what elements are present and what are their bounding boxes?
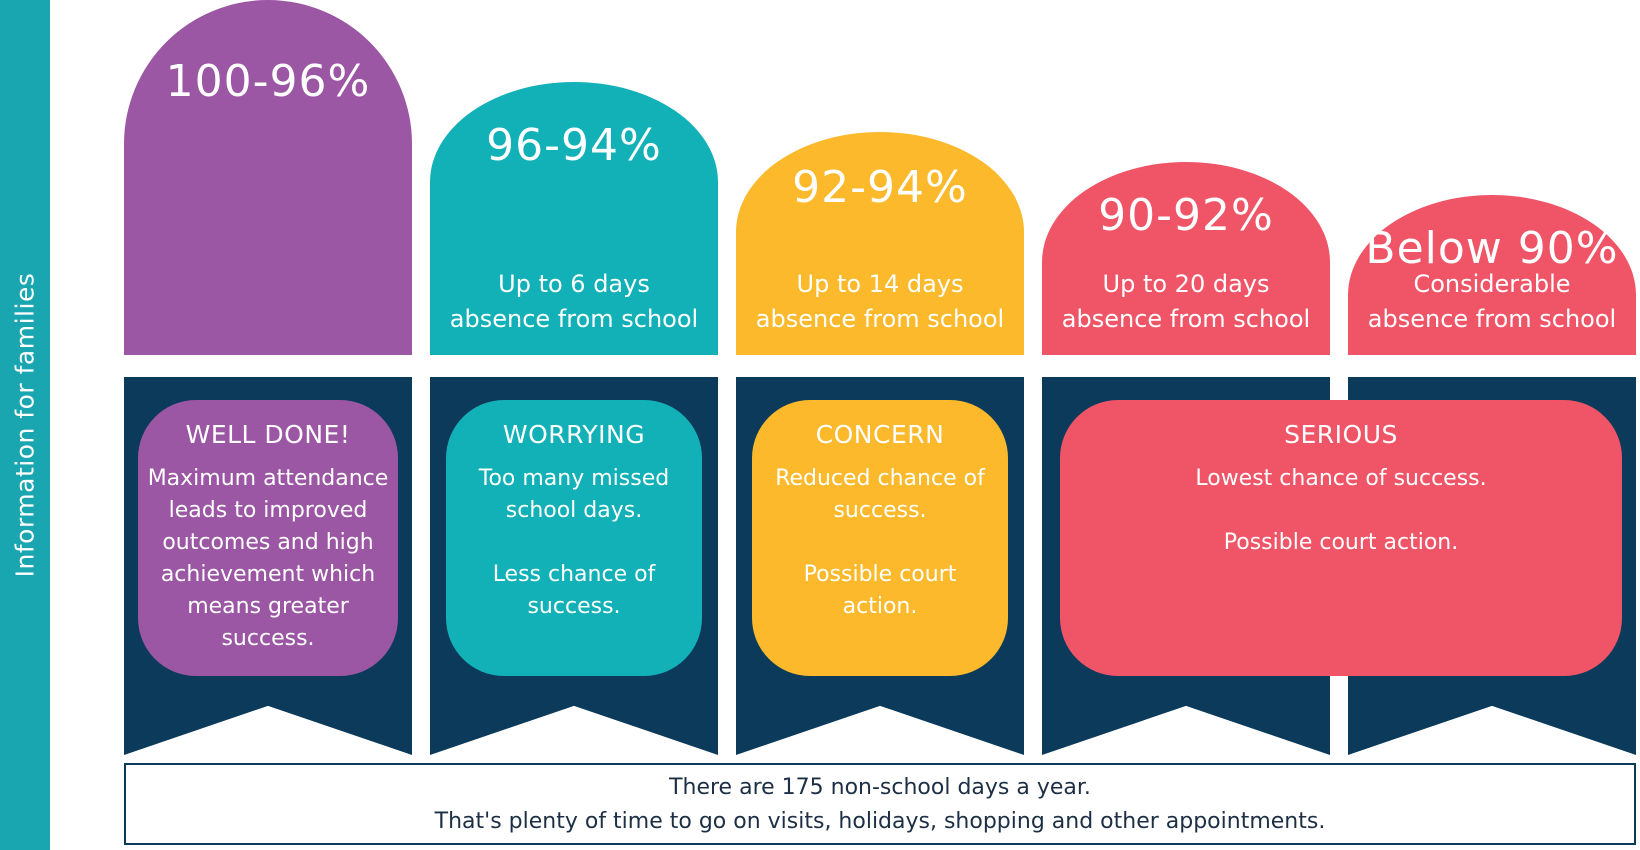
days-line-1: Considerable <box>1413 270 1571 298</box>
rating-text-2: Less chance of success. <box>492 562 656 619</box>
rating-title: WELL DONE! <box>185 420 351 449</box>
percent-label-3: 92-94% <box>792 162 968 213</box>
days-label-4: Up to 20 days absence from school <box>1042 267 1330 337</box>
rating-title: SERIOUS <box>1284 420 1398 449</box>
days-line-2: absence from school <box>1061 305 1311 333</box>
arch-3: 92-94% Up to 14 days absence from school <box>736 132 1024 355</box>
rating-box-well-done: WELL DONE! Maximum attendance leads to i… <box>138 400 398 676</box>
footer-line-1: There are 175 non-school days a year. <box>669 775 1091 800</box>
rating-box-concern: CONCERN Reduced chance of success. Possi… <box>752 400 1008 676</box>
rating-title: CONCERN <box>815 420 945 449</box>
days-line-2: absence from school <box>1367 305 1617 333</box>
rating-text: Lowest chance of success. Possible court… <box>1060 463 1622 559</box>
rating-text-1: Reduced chance of success. <box>775 466 985 523</box>
arch-4: 90-92% Up to 20 days absence from school <box>1042 162 1330 355</box>
rating-text: Reduced chance of success. Possible cour… <box>752 463 1008 623</box>
arch-2: 96-94% Up to 6 days absence from school <box>430 82 718 355</box>
rating-text: Maximum attendance leads to improved out… <box>138 463 398 655</box>
percent-label-5: Below 90% <box>1365 223 1619 274</box>
footer-line-2: That's plenty of time to go on visits, h… <box>434 809 1326 834</box>
rating-title: WORRYING <box>502 420 646 449</box>
arch-1: 100-96% <box>124 0 412 355</box>
side-label: Information for families <box>10 272 40 578</box>
rating-text-1: Maximum attendance leads to improved out… <box>147 466 389 651</box>
side-bar: Information for families <box>0 0 50 850</box>
rating-box-serious: SERIOUS Lowest chance of success. Possib… <box>1060 400 1622 676</box>
days-label-2: Up to 6 days absence from school <box>430 267 718 337</box>
days-line-2: absence from school <box>449 305 699 333</box>
rating-text-1: Too many missed school days. <box>478 466 670 523</box>
rating-text-2: Possible court action. <box>1223 530 1459 555</box>
days-label-5: Considerable absence from school <box>1348 267 1636 337</box>
footer-note: There are 175 non-school days a year. Th… <box>124 763 1636 845</box>
rating-box-worrying: WORRYING Too many missed school days. Le… <box>446 400 702 676</box>
days-line-2: absence from school <box>755 305 1005 333</box>
days-label-3: Up to 14 days absence from school <box>736 267 1024 337</box>
percent-label-1: 100-96% <box>165 56 371 107</box>
days-line-1: Up to 20 days <box>1102 270 1270 298</box>
days-line-1: Up to 14 days <box>796 270 964 298</box>
days-line-1: Up to 6 days <box>498 270 650 298</box>
arch-5: Below 90% Considerable absence from scho… <box>1348 195 1636 355</box>
percent-label-4: 90-92% <box>1098 190 1274 241</box>
rating-text-1: Lowest chance of success. <box>1195 466 1487 491</box>
rating-text-2: Possible court action. <box>803 562 957 619</box>
percent-label-2: 96-94% <box>486 120 662 171</box>
rating-text: Too many missed school days. Less chance… <box>446 463 702 623</box>
